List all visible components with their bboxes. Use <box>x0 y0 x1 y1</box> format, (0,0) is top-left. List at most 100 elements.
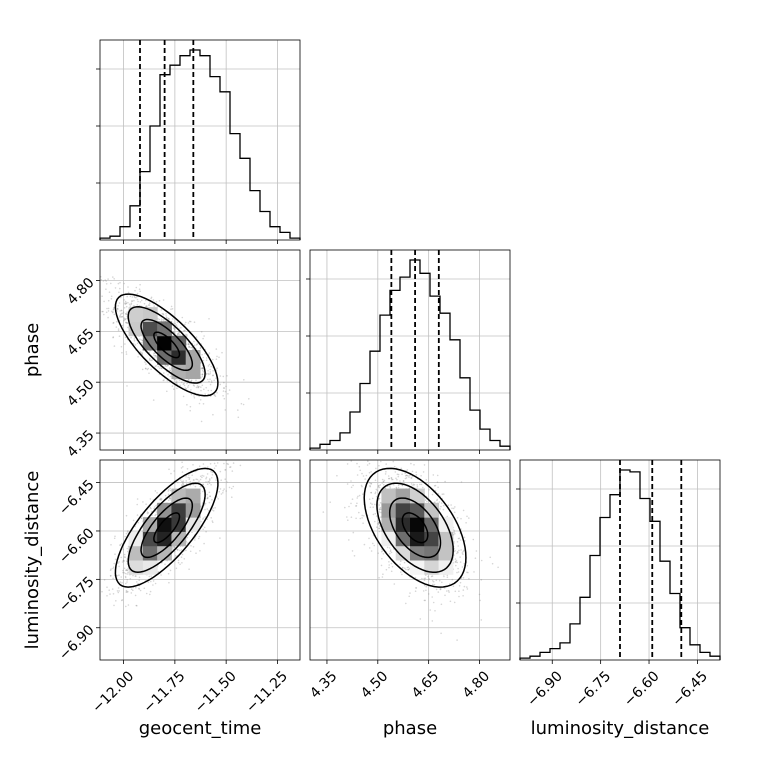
scatter-point <box>116 310 118 312</box>
scatter-point <box>125 591 128 593</box>
scatter-point <box>135 286 138 289</box>
scatter-point <box>231 496 233 499</box>
scatter-point <box>172 327 175 330</box>
scatter-point <box>441 581 443 584</box>
panel-frame <box>309 459 511 661</box>
scatter-point <box>197 386 200 388</box>
scatter-point <box>174 322 176 325</box>
scatter-point <box>123 319 125 322</box>
scatter-point <box>423 577 426 580</box>
scatter-point <box>431 580 434 582</box>
scatter-point <box>456 571 458 574</box>
scatter-point <box>424 499 427 501</box>
scatter-point <box>380 460 382 463</box>
scatter-point <box>458 595 460 598</box>
scatter-point <box>462 595 464 597</box>
x-tick-label: 4.50 <box>358 668 391 701</box>
scatter-point <box>126 547 129 550</box>
scatter-point <box>399 563 402 566</box>
scatter-point <box>374 503 376 506</box>
scatter-point <box>410 477 413 479</box>
scatter-point <box>170 472 172 475</box>
scatter-point <box>435 579 438 582</box>
scatter-point <box>424 599 427 602</box>
scatter-point <box>202 463 205 465</box>
scatter-point <box>147 581 150 584</box>
scatter-point <box>218 490 221 493</box>
scatter-point <box>172 547 174 549</box>
scatter-point <box>118 291 120 294</box>
contour-line <box>127 306 206 384</box>
scatter-point <box>105 280 107 282</box>
contour-line <box>363 467 467 588</box>
scatter-point <box>408 595 411 598</box>
scatter-point <box>431 596 434 598</box>
scatter-point <box>119 310 121 312</box>
scatter-point <box>361 514 364 517</box>
scatter-point <box>138 579 140 582</box>
scatter-point <box>372 506 375 509</box>
scatter-point <box>153 352 155 355</box>
scatter-point <box>346 516 348 518</box>
scatter-point <box>204 516 206 518</box>
scatter-point <box>204 508 206 511</box>
scatter-point <box>439 588 442 590</box>
scatter-point <box>410 462 412 465</box>
scatter-point <box>216 355 218 358</box>
scatter-point <box>179 549 181 552</box>
scatter-point <box>424 456 426 458</box>
scatter-point <box>456 517 459 519</box>
scatter-point <box>112 577 114 580</box>
scatter-point <box>169 489 172 492</box>
scatter-point <box>217 446 219 448</box>
scatter-point <box>124 300 127 303</box>
scatter-point <box>467 571 469 574</box>
scatter-point <box>107 307 110 310</box>
scatter-point <box>221 351 223 354</box>
scatter-point <box>208 455 210 457</box>
scatter-point <box>125 302 128 305</box>
scatter-point <box>420 483 423 486</box>
scatter-point <box>368 498 371 501</box>
scatter-point <box>423 599 426 602</box>
scatter-point <box>428 578 431 580</box>
density-cell <box>171 488 187 504</box>
scatter-point <box>226 481 228 483</box>
scatter-point <box>389 550 392 553</box>
scatter-point <box>95 573 97 575</box>
panel-2d-geocent_time-luminosity_distance <box>95 446 242 608</box>
scatter-point <box>356 502 358 505</box>
scatter-point <box>451 578 454 581</box>
scatter-point <box>380 508 382 511</box>
scatter-point <box>136 581 138 583</box>
scatter-point <box>208 373 210 376</box>
scatter-point <box>126 322 128 324</box>
scatter-point <box>198 385 200 388</box>
scatter-point <box>143 302 146 305</box>
scatter-point <box>223 488 225 490</box>
scatter-point <box>192 483 195 486</box>
scatter-point <box>114 553 116 555</box>
scatter-point <box>134 344 137 346</box>
x-tick-label: −6.45 <box>669 668 711 710</box>
scatter-point <box>139 283 141 286</box>
scatter-point <box>374 479 377 482</box>
scatter-point <box>136 292 139 295</box>
scatter-point <box>228 389 231 391</box>
scatter-point <box>374 520 376 523</box>
scatter-point <box>205 477 207 480</box>
scatter-point <box>212 374 214 377</box>
scatter-point <box>193 479 195 481</box>
scatter-point <box>369 485 372 488</box>
scatter-point <box>122 548 124 551</box>
scatter-point <box>138 587 140 590</box>
y-axis-label-phase: phase <box>22 323 43 377</box>
scatter-point <box>352 531 355 534</box>
scatter-point <box>209 378 211 381</box>
scatter-point <box>138 288 141 291</box>
scatter-point <box>127 530 129 532</box>
scatter-point <box>407 475 409 477</box>
scatter-point <box>197 386 199 389</box>
scatter-point <box>126 385 128 387</box>
density-cell <box>157 517 172 532</box>
